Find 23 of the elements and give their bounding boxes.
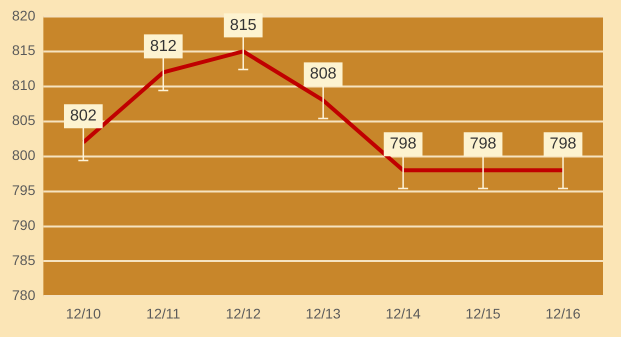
y-tick-label: 820 — [12, 7, 36, 24]
y-tick-label: 805 — [12, 112, 36, 128]
data-label: 802 — [70, 108, 97, 125]
y-tick-label: 815 — [12, 42, 36, 58]
x-tick-label: 12/16 — [546, 305, 581, 322]
data-label: 815 — [230, 16, 257, 34]
y-tick-label: 780 — [12, 287, 36, 304]
x-tick-label: 12/10 — [66, 305, 102, 322]
data-label: 808 — [310, 66, 337, 83]
x-tick-label: 12/14 — [386, 305, 421, 322]
y-tick-label: 795 — [12, 182, 36, 198]
x-tick-label: 12/13 — [306, 305, 341, 322]
y-tick-label: 810 — [12, 77, 36, 94]
x-tick-label: 12/11 — [146, 305, 180, 322]
x-tick-label: 12/15 — [466, 305, 501, 322]
y-tick-label: 800 — [12, 147, 36, 164]
y-tick-label: 785 — [12, 252, 36, 268]
data-label: 798 — [470, 136, 497, 153]
data-label: 798 — [390, 136, 417, 153]
data-label: 798 — [550, 136, 576, 153]
data-label: 812 — [150, 38, 177, 55]
y-tick-label: 790 — [12, 217, 36, 234]
x-tick-label: 12/12 — [226, 305, 261, 322]
